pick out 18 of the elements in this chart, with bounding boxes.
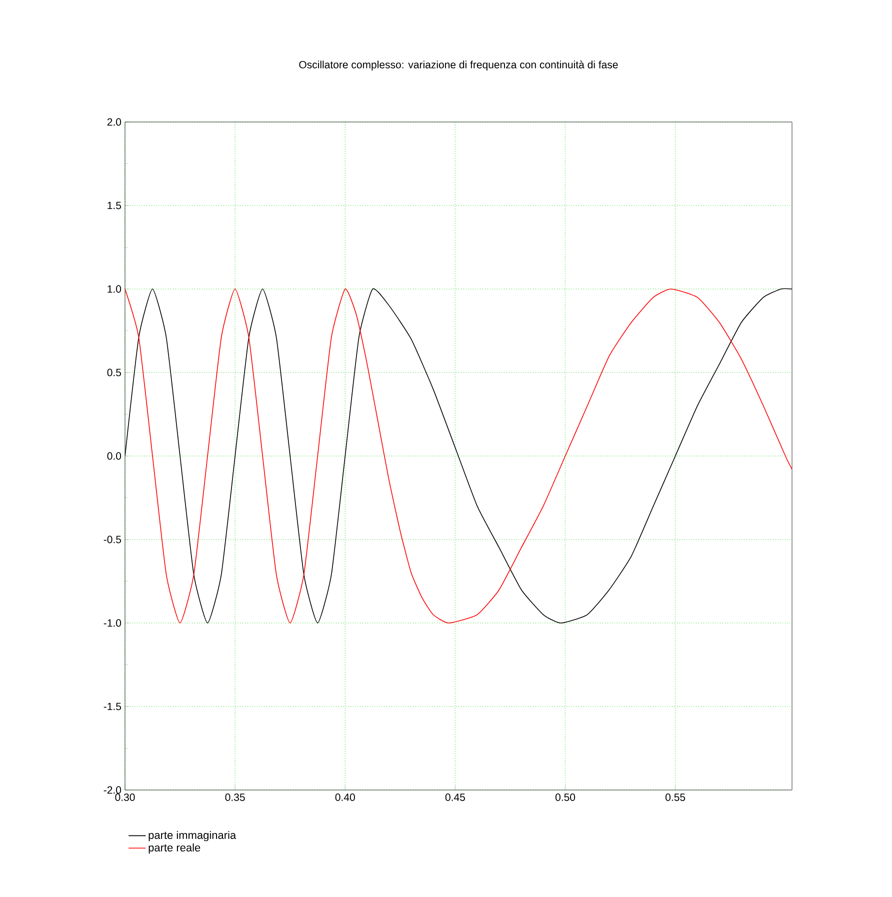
x-tick-label: 0.50 xyxy=(555,794,576,801)
y-tick-label: -1.5 xyxy=(104,702,122,710)
chart-title: Oscillatore complesso: variazione di frequenza con continuità di fase xyxy=(299,60,618,70)
x-tick-label: 0.45 xyxy=(445,794,465,801)
x-tick-label: 0.55 xyxy=(666,794,686,801)
y-tick-label: -1.0 xyxy=(104,619,122,627)
y-tick-label: 0.5 xyxy=(107,368,122,376)
y-tick-label: -2.0 xyxy=(104,786,122,794)
y-tick-label: 0.0 xyxy=(107,452,122,460)
legend-label: parte reale xyxy=(148,843,200,854)
x-tick-label: 0.35 xyxy=(225,794,245,801)
x-tick-label: 0.30 xyxy=(115,794,135,801)
legend-label: parte immaginaria xyxy=(148,830,236,842)
y-tick-label: 2.0 xyxy=(107,118,122,126)
y-tick-label: 1.5 xyxy=(108,202,122,210)
y-tick-label: -0.5 xyxy=(104,536,122,544)
x-tick-label: 0.40 xyxy=(335,794,355,801)
y-tick-label: 1.0 xyxy=(108,285,122,293)
